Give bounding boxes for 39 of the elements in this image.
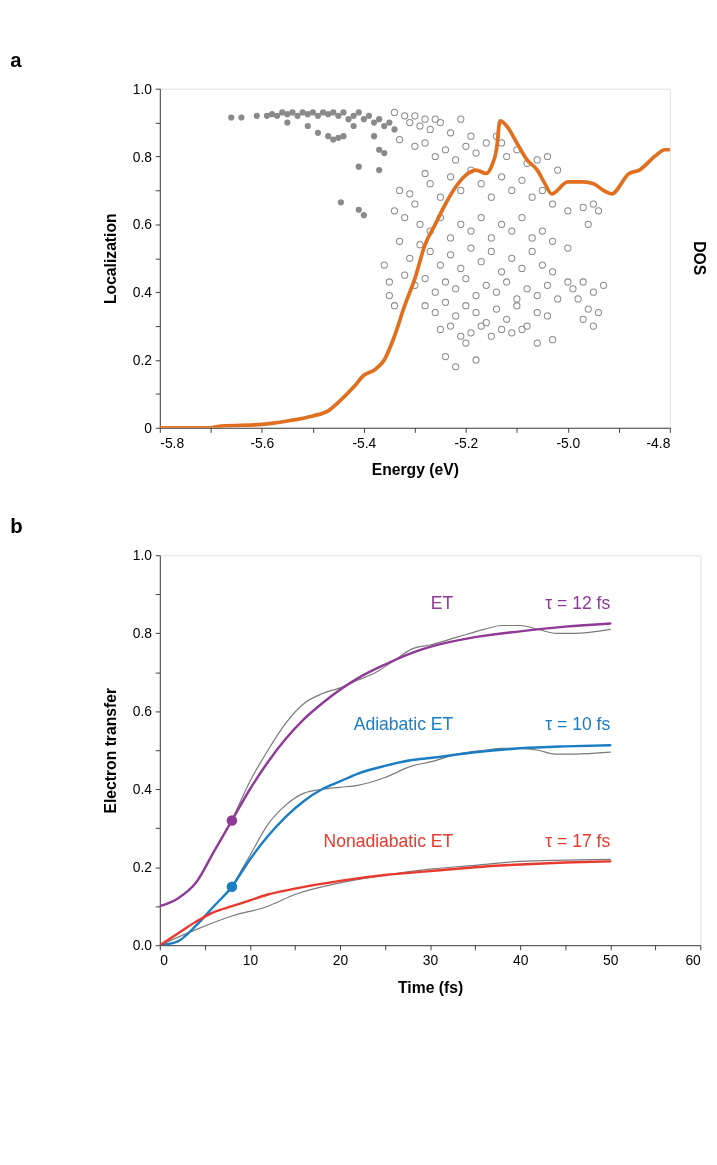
y-tick-label: 0.6 — [132, 703, 153, 720]
y-tick-label: 0.4 — [132, 781, 153, 798]
x-tick-label: -4.8 — [646, 434, 671, 451]
x-tick-label: 30 — [422, 952, 439, 969]
y-tick-label: 0 — [144, 419, 153, 436]
y-tick-label: 1.0 — [132, 80, 153, 97]
y-tick-label: 0.4 — [132, 284, 153, 301]
y-tick-label: 0.2 — [132, 352, 152, 369]
y-axis-title: Localization — [102, 213, 120, 305]
x-tick-label: -5.4 — [352, 434, 377, 451]
x-axis-title: Time (fs) — [398, 978, 464, 996]
x-tick-label: 20 — [332, 952, 349, 969]
y-tick-label: 0.8 — [132, 148, 153, 165]
y-tick-label: 0.8 — [132, 625, 153, 642]
annotation: τ = 12 fs — [545, 592, 611, 613]
y2-axis-title: DOS — [690, 241, 708, 276]
x-tick-label: 50 — [603, 952, 619, 969]
x-tick-label: -5.2 — [454, 434, 479, 451]
x-tick-label: 10 — [242, 952, 259, 969]
y-tick-label: 0.2 — [132, 859, 152, 876]
series-label: Adiabatic ET — [353, 714, 454, 735]
y-tick-label: 0.6 — [132, 216, 153, 233]
x-tick-label: 0 — [160, 952, 169, 969]
annotation: τ = 10 fs — [545, 714, 611, 735]
series-label: ET — [430, 592, 454, 613]
y-tick-label: 0.0 — [132, 937, 153, 954]
x-tick-label: 60 — [685, 952, 702, 969]
annotation: τ = 17 fs — [545, 830, 611, 851]
x-tick-label: -5.6 — [250, 434, 275, 451]
chart-title: a — [10, 48, 23, 71]
line-series — [159, 622, 612, 908]
x-tick-label: 40 — [512, 952, 529, 969]
y-axis-title: Electron transfer — [102, 687, 120, 814]
series-label: Nonadiabatic ET — [323, 830, 454, 851]
x-tick-label: -5.8 — [160, 434, 185, 451]
y-tick-label: 1.0 — [132, 547, 153, 564]
x-axis-title: Energy (eV) — [371, 461, 459, 479]
x-tick-label: -5.0 — [556, 434, 581, 451]
chart-title: b — [10, 515, 23, 538]
